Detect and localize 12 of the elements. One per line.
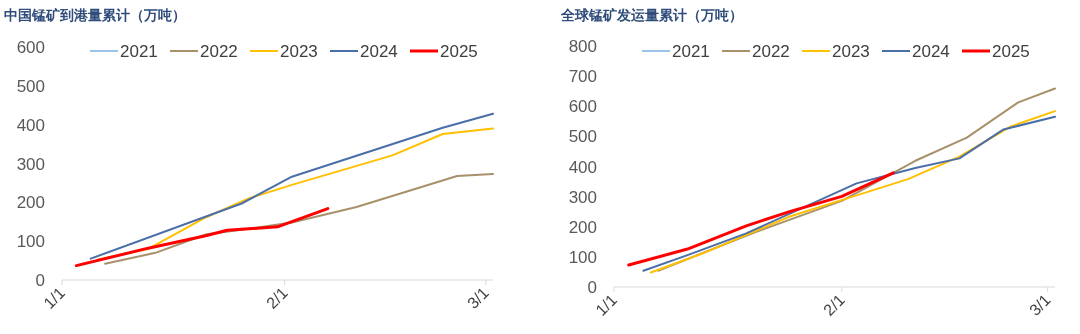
legend-label: 2022 [200, 42, 238, 61]
legend-label: 2024 [360, 42, 398, 61]
title: 中国锰矿到港量累计（万吨） [4, 7, 186, 23]
legend-label: 2023 [832, 42, 870, 61]
legend-label: 2021 [120, 42, 158, 61]
title: 全球锰矿发运量累计（万吨） [561, 7, 743, 23]
legend-label: 2025 [992, 42, 1030, 61]
legend-label: 2024 [912, 42, 950, 61]
legend-label: 2021 [672, 42, 710, 61]
legend-label: 2025 [440, 42, 478, 61]
legend-label: 2022 [752, 42, 790, 61]
legend-label: 2023 [280, 42, 318, 61]
